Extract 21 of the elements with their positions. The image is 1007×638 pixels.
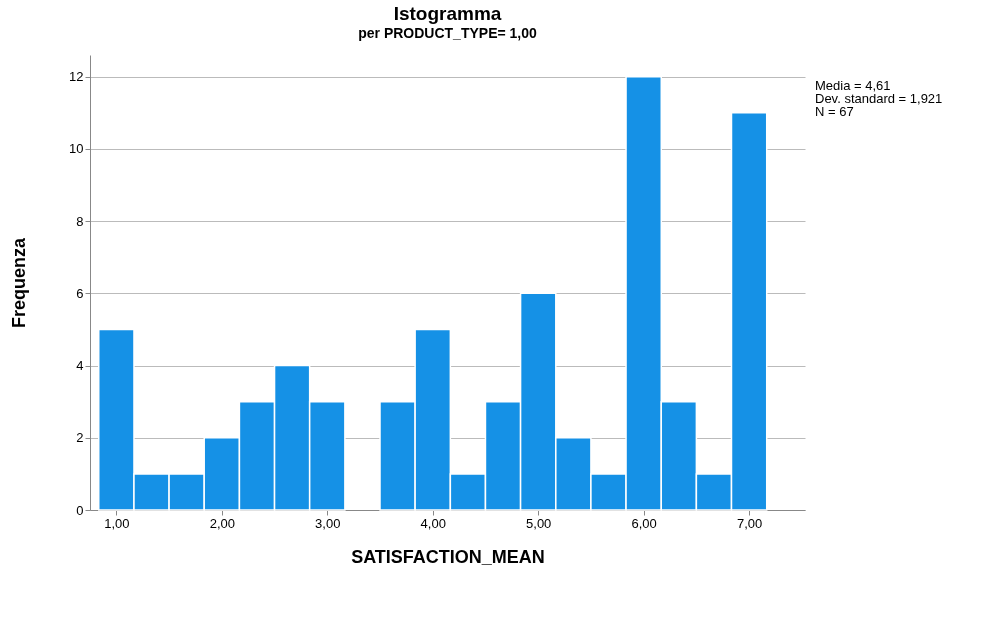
x-tick-label: 3,00 xyxy=(315,515,341,531)
text: Media = 4,61 xyxy=(815,78,891,93)
x-tick-label: 6,00 xyxy=(631,515,657,531)
x-tick-label: 5,00 xyxy=(526,515,552,531)
text: Dev. standard = 1,921 xyxy=(815,91,943,106)
y-tick-label: 12 xyxy=(69,69,84,85)
y-tick-label: 6 xyxy=(76,285,84,301)
y-axis-title: Frequenza xyxy=(9,237,30,329)
x-axis-title: SATISFACTION_MEAN xyxy=(351,546,545,567)
text: N = 67 xyxy=(815,104,854,119)
y-tick-label: 4 xyxy=(76,358,84,374)
y-tick-label: 2 xyxy=(76,430,84,446)
x-tick-label: 4,00 xyxy=(420,515,446,531)
chart-title: Istogramma xyxy=(393,3,502,24)
x-tick-label: 7,00 xyxy=(736,515,763,531)
y-tick-label: 8 xyxy=(76,213,84,229)
y-tick-label: 10 xyxy=(69,141,84,157)
x-tick-label: 1,00 xyxy=(104,515,130,531)
chart-subtitle: per PRODUCT_TYPE= 1,00 xyxy=(358,25,537,41)
y-tick-label: 0 xyxy=(76,502,84,518)
x-tick-label: 2,00 xyxy=(209,515,235,531)
